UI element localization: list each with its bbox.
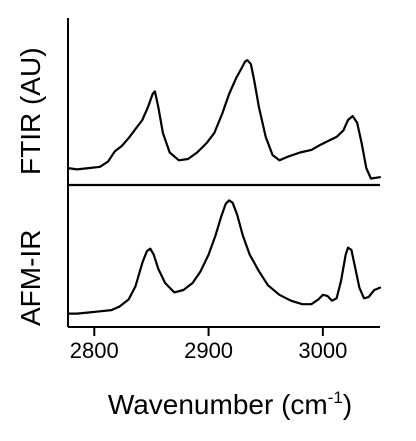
- x-axis-title-main: Wavenumber (cm: [108, 389, 328, 420]
- x-tick-label-2800: 2800: [70, 338, 119, 363]
- x-tick-label-2900: 2900: [184, 338, 233, 363]
- x-axis-title-superscript: -1: [328, 388, 343, 407]
- ftir-spectrum-line: [66, 59, 382, 180]
- afm-ir-y-axis-label: AFM-IR: [15, 230, 46, 326]
- x-axis-title: Wavenumber (cm-1): [108, 388, 352, 420]
- ftir-y-axis-label: FTIR (AU): [15, 47, 46, 175]
- x-tick-label-3000: 3000: [298, 338, 347, 363]
- afm-ir-spectrum-line: [66, 199, 382, 315]
- plot-area: 2800 2900 3000: [66, 18, 382, 363]
- x-axis-title-close: ): [343, 389, 352, 420]
